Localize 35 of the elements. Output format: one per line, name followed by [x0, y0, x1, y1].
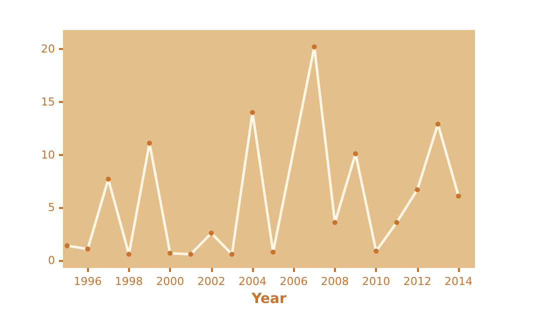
x-tick-label: 2000	[156, 275, 184, 288]
y-tick-label: 0	[48, 254, 55, 268]
x-tick-label: 2008	[320, 275, 349, 288]
x-axis-title: Year	[250, 291, 286, 307]
point	[353, 151, 358, 156]
point	[456, 194, 462, 199]
point	[394, 220, 400, 226]
point	[332, 220, 338, 226]
point	[126, 252, 132, 257]
point	[414, 187, 420, 192]
point	[208, 230, 214, 236]
point	[250, 110, 256, 116]
point	[435, 122, 440, 127]
point	[168, 250, 173, 256]
point	[312, 44, 317, 50]
point	[188, 252, 194, 257]
y-tick-label: 15	[41, 95, 55, 108]
y-tick-label: 10	[41, 148, 55, 162]
y-tick-label: 20	[41, 42, 55, 56]
point	[106, 176, 111, 182]
x-tick-label: 2006	[280, 275, 308, 288]
x-tick-label: 2012	[403, 275, 432, 288]
x-tick-label: 2002	[197, 275, 226, 288]
point	[64, 243, 70, 248]
point	[147, 140, 152, 146]
point	[270, 250, 276, 255]
y-tick-label: 5	[48, 201, 55, 214]
point	[229, 252, 234, 257]
x-tick-label: 1998	[114, 275, 143, 288]
point	[85, 246, 90, 252]
x-tick-label: 2010	[362, 275, 390, 288]
x-tick-label: 2014	[444, 275, 473, 288]
point	[374, 248, 379, 254]
x-tick-label: 2004	[238, 275, 267, 288]
x-tick-label: 1996	[74, 275, 102, 288]
